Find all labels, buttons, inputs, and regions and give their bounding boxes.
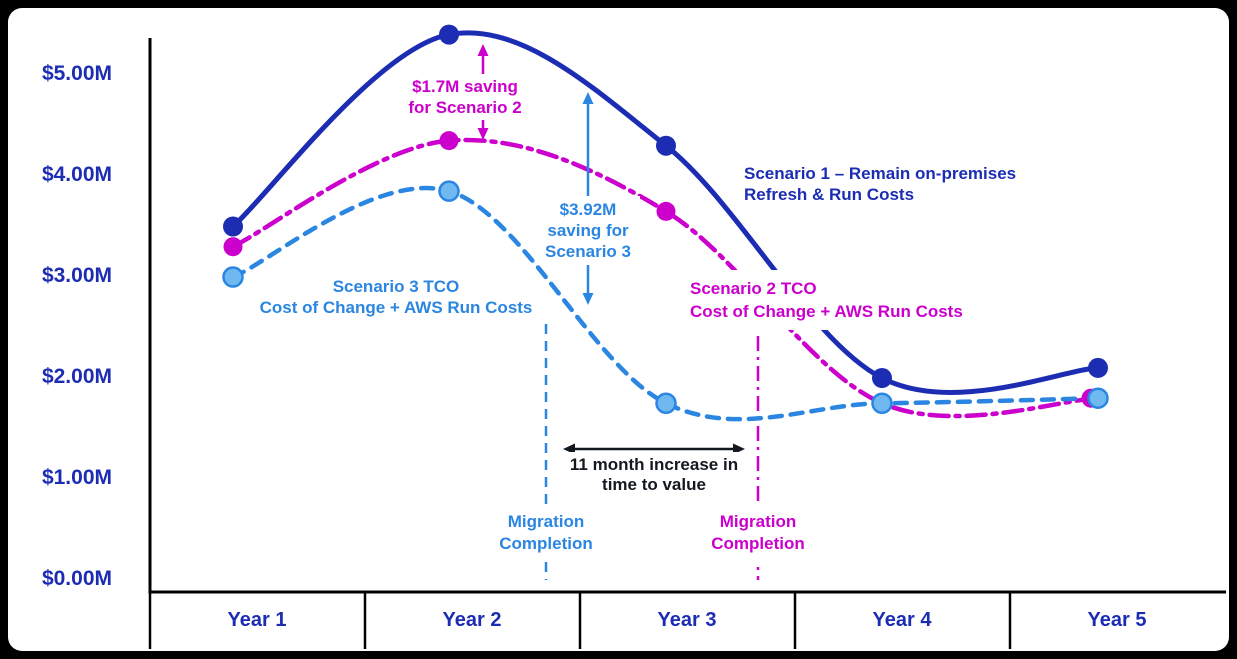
annotation-migration-completion-scenario3-line2: Completion: [499, 534, 593, 553]
annotation-saving-scenario2-line2: for Scenario 2: [408, 98, 522, 117]
y-axis-label-2m: $2.00M: [41, 365, 112, 388]
annotation-saving-scenario2-line1: $1.7M saving: [412, 77, 518, 96]
annotation-time-to-value-line1: 11 month increase in: [569, 455, 739, 474]
x-axis-label-year2: Year 2: [442, 609, 502, 631]
annotation-migration-completion-scenario3: Migration Completion: [478, 504, 614, 562]
y-axis-label-3m: $3.00M: [41, 264, 112, 287]
annotation-time-to-value: 11 month increase in time to value: [556, 452, 752, 498]
x-axis-label-year1: Year 1: [227, 609, 287, 631]
x-axis-label-year5: Year 5: [1087, 609, 1147, 631]
annotation-migration-completion-scenario2-line2: Completion: [711, 534, 805, 553]
series-label-scenario3-line2: Cost of Change + AWS Run Costs: [259, 298, 533, 317]
y-axis-label-0m: $0.00M: [41, 567, 112, 590]
annotation-migration-completion-scenario3-line1: Migration: [507, 512, 585, 531]
chart-background: [8, 8, 1229, 651]
annotation-time-to-value-line2: time to value: [602, 475, 706, 494]
x-axis-label-year3: Year 3: [657, 609, 717, 631]
series-label-scenario3: Scenario 3 TCO Cost of Change + AWS Run …: [252, 276, 540, 318]
series-label-scenario2-line2: Cost of Change + AWS Run Costs: [690, 302, 963, 321]
series-label-scenario2-line1: Scenario 2 TCO: [690, 279, 817, 298]
annotation-saving-scenario3-line1: $3.92M: [559, 200, 617, 219]
annotation-saving-scenario2: $1.7M saving for Scenario 2: [389, 74, 541, 120]
y-axis-label-4m: $4.00M: [41, 163, 112, 186]
annotation-saving-scenario3: $3.92M saving for Scenario 3: [536, 196, 640, 265]
y-axis-label-1m: $1.00M: [41, 466, 112, 489]
series-label-scenario1-line2: Refresh & Run Costs: [744, 185, 915, 204]
annotation-migration-completion-scenario2-line1: Migration: [719, 512, 797, 531]
annotation-saving-scenario3-line3: Scenario 3: [545, 242, 631, 261]
series-label-scenario3-line1: Scenario 3 TCO: [332, 277, 460, 296]
annotation-saving-scenario3-line2: saving for: [547, 221, 629, 240]
series-label-scenario1: Scenario 1 – Remain on-premises Refresh …: [744, 163, 1016, 205]
annotation-migration-completion-scenario2: Migration Completion: [690, 504, 826, 562]
y-axis-label-5m: $5.00M: [41, 62, 112, 85]
series-label-scenario2: Scenario 2 TCO Cost of Change + AWS Run …: [676, 270, 977, 330]
x-axis-label-year4: Year 4: [872, 609, 932, 631]
series-label-scenario1-line1: Scenario 1 – Remain on-premises: [744, 164, 1017, 183]
